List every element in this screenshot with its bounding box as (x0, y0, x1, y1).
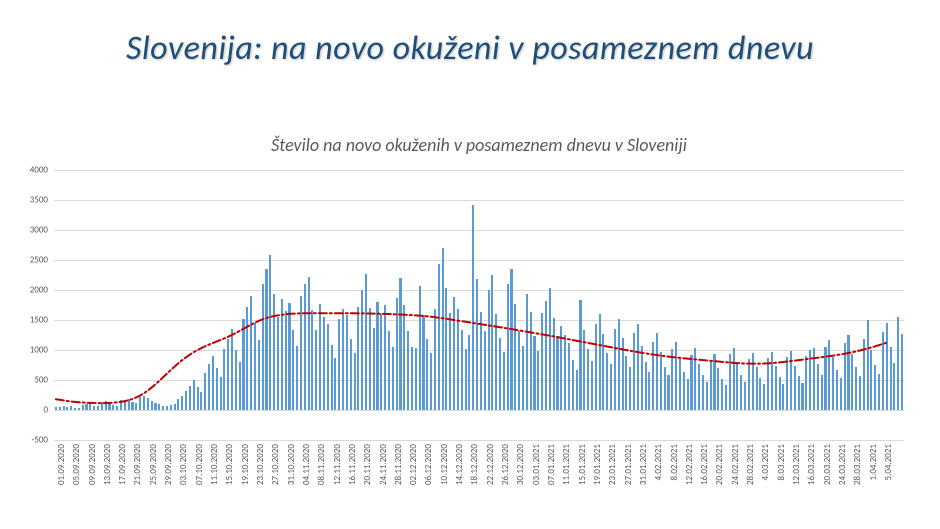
x-axis-label: 23.10.2020 (255, 444, 266, 485)
x-axis-label: 25.09.2020 (148, 444, 159, 485)
x-axis-label: 29.09.2020 (163, 444, 174, 485)
y-axis-label: 0 (43, 405, 54, 416)
gridline (54, 440, 904, 441)
y-axis-label: 2500 (30, 255, 54, 266)
x-axis-label: 5.04.2021 (883, 444, 894, 480)
x-axis-label: 19.10.2020 (240, 444, 251, 485)
slide: { "title": { "text": "Slovenija: na novo… (0, 0, 940, 529)
y-axis-label: 500 (34, 375, 54, 386)
x-axis-label: 24.11.2020 (378, 444, 389, 485)
x-axis-label: 22.12.2020 (485, 444, 496, 485)
x-axis-label: 07.01.2021 (546, 444, 557, 485)
x-axis-label: 03.10.2020 (178, 444, 189, 485)
x-axis-label: 31.01.2021 (638, 444, 649, 485)
x-axis-label: 16.03.2021 (806, 444, 817, 485)
x-axis-label: 09.09.2020 (87, 444, 98, 485)
x-axis-label: 16.02.2021 (699, 444, 710, 485)
x-axis-label: 28.02.2021 (745, 444, 756, 485)
x-axis-label: 03.01.2021 (531, 444, 542, 485)
x-axis-label: 07.10.2020 (194, 444, 205, 485)
x-axis-label: 21.09.2020 (132, 444, 143, 485)
x-axis-label: 12.11.2020 (332, 444, 343, 485)
x-axis-label: 20.02.2021 (714, 444, 725, 485)
y-axis-label: 2000 (30, 285, 54, 296)
x-axis-label: 06.12.2020 (423, 444, 434, 485)
x-axis-label: 11.01.2021 (561, 444, 572, 485)
y-axis-label: 3000 (30, 225, 54, 236)
x-axis-label: 14.12.2020 (454, 444, 465, 485)
x-axis-label: 27.10.2020 (270, 444, 281, 485)
page-title: Slovenija: na novo okuženi v posameznem … (0, 28, 940, 69)
y-axis-label: -500 (32, 435, 54, 446)
y-axis-label: 1000 (30, 345, 54, 356)
x-axis-label: 10.12.2020 (439, 444, 450, 485)
x-axis-label: 17.09.2020 (117, 444, 128, 485)
x-axis-label: 02.12.2020 (408, 444, 419, 485)
trend-line (54, 170, 904, 440)
x-axis-label: 8.03.2021 (776, 444, 787, 480)
x-axis-label: 18.12.2020 (469, 444, 480, 485)
x-axis-label: 1.04.2021 (868, 444, 879, 480)
x-axis-label: 28.03.2021 (852, 444, 863, 485)
x-axis-label: 16.11.2020 (347, 444, 358, 485)
x-axis-label: 4.03.2021 (760, 444, 771, 480)
x-axis-label: 08.11.2020 (316, 444, 327, 485)
x-axis-label: 24.02.2021 (730, 444, 741, 485)
x-axis-label: 05.09.2020 (71, 444, 82, 485)
x-axis-label: 27.01.2021 (623, 444, 634, 485)
x-axis-label: 28.11.2020 (393, 444, 404, 485)
x-axis-label: 30.12.2020 (515, 444, 526, 485)
y-axis-label: 1500 (30, 315, 54, 326)
x-axis-label: 11.10.2020 (209, 444, 220, 485)
x-axis-label: 20.11.2020 (362, 444, 373, 485)
x-axis-label: 20.03.2021 (822, 444, 833, 485)
x-axis-label: 19.01.2021 (592, 444, 603, 485)
x-axis-label: 8.02.2021 (669, 444, 680, 480)
x-axis-label: 31.10.2020 (286, 444, 297, 485)
x-axis-label: 24.03.2021 (837, 444, 848, 485)
x-axis-label: 12.03.2021 (791, 444, 802, 485)
x-axis-label: 15.01.2021 (577, 444, 588, 485)
x-axis-label: 12.02.2021 (684, 444, 695, 485)
x-axis-label: 23.01.2021 (607, 444, 618, 485)
x-axis-label: 15.10.2020 (224, 444, 235, 485)
x-axis-label: 13.09.2020 (102, 444, 113, 485)
y-axis-label: 4000 (30, 165, 54, 176)
x-axis-label: 4.02.2021 (653, 444, 664, 480)
x-axis-label: 04.11.2020 (301, 444, 312, 485)
y-axis-label: 3500 (30, 195, 54, 206)
bar-chart: -5000500100015002000250030003500400001.0… (54, 170, 904, 440)
chart-title: Število na novo okuženih v posameznem dn… (54, 134, 904, 156)
x-axis-label: 01.09.2020 (56, 444, 67, 485)
x-axis-label: 26.12.2020 (500, 444, 511, 485)
